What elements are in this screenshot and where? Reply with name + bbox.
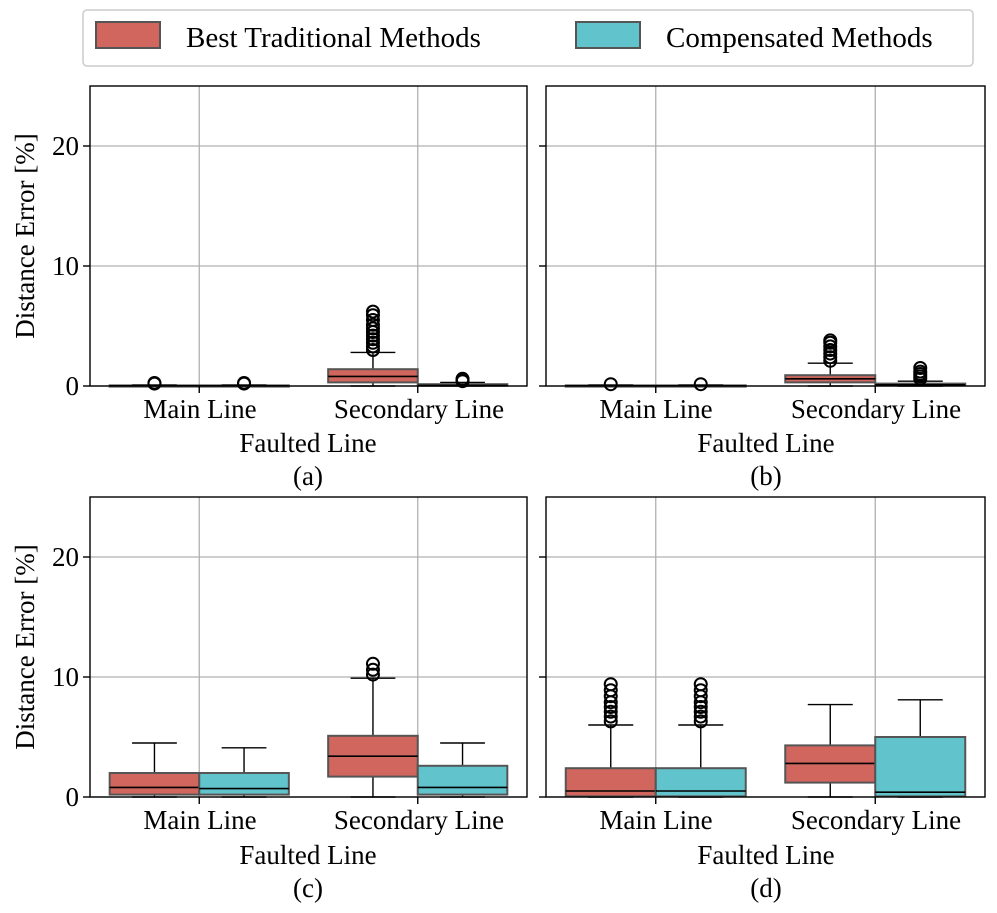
legend-swatch-traditional xyxy=(95,21,161,49)
flier-compensated xyxy=(455,371,470,386)
y-tick-label: 20 xyxy=(52,542,79,572)
flier-compensated xyxy=(693,709,708,724)
flier-compensated xyxy=(913,361,928,375)
flier-compensated xyxy=(693,704,708,719)
panel-c-xtick-secondary: Secondary Line xyxy=(334,805,504,835)
flier-compensated xyxy=(693,377,708,392)
plot-area xyxy=(90,497,527,798)
axes-frame xyxy=(545,85,986,387)
panel-c: Distance Error [%] Main Line Secondary L… xyxy=(10,496,528,903)
flier-traditional xyxy=(603,683,618,698)
flier-compensated xyxy=(693,677,708,692)
panel-a: Distance Error [%] Main Line Secondary L… xyxy=(10,85,528,491)
panel-a-caption: (a) xyxy=(293,461,323,491)
box-compensated xyxy=(654,767,747,798)
legend-label-compensated: Compensated Methods xyxy=(666,22,933,54)
panel-b-xtick-main: Main Line xyxy=(599,394,712,424)
flier-traditional xyxy=(603,704,618,719)
y-tick-label: 20 xyxy=(52,131,79,161)
flier-traditional xyxy=(603,377,618,392)
box-compensated xyxy=(874,736,967,798)
legend-swatch-compensated xyxy=(575,21,641,49)
panel-d: Main Line Secondary Line Faulted Line (d… xyxy=(539,496,986,903)
legend-label-traditional: Best Traditional Methods xyxy=(186,22,481,54)
flier-traditional xyxy=(365,317,380,332)
panel-c-xlabel: Faulted Line xyxy=(239,840,376,870)
flier-traditional xyxy=(365,313,380,327)
panel-d-xtick-secondary: Secondary Line xyxy=(791,805,961,835)
box-compensated xyxy=(198,772,290,796)
panel-d-xlabel: Faulted Line xyxy=(697,840,834,870)
panel-c-ylabel: Distance Error [%] xyxy=(10,544,40,749)
flier-traditional xyxy=(365,667,380,682)
flier-traditional xyxy=(823,333,838,348)
panel-d-xtick-main: Main Line xyxy=(599,805,712,835)
box-compensated xyxy=(416,764,509,796)
legend-frame xyxy=(82,9,974,67)
y-tick-label: 10 xyxy=(52,251,79,281)
flier-traditional xyxy=(603,700,618,714)
plot-area xyxy=(90,86,527,391)
flier-traditional xyxy=(365,662,380,677)
axes-frame xyxy=(545,496,986,798)
flier-compensated xyxy=(693,700,708,714)
panel-d-caption: (d) xyxy=(750,873,781,903)
flier-traditional xyxy=(603,714,618,729)
panel-a-ylabel: Distance Error [%] xyxy=(10,133,40,338)
panel-b: Main Line Secondary Line Faulted Line (b… xyxy=(539,85,986,491)
y-tick-label: 0 xyxy=(66,782,80,812)
flier-traditional xyxy=(365,304,380,319)
flier-traditional xyxy=(603,709,618,724)
flier-traditional xyxy=(147,376,162,390)
plot-area xyxy=(546,86,985,392)
flier-compensated xyxy=(693,714,708,729)
box-traditional xyxy=(564,767,657,798)
panel-b-xlabel: Faulted Line xyxy=(697,428,834,458)
flier-compensated xyxy=(693,683,708,698)
panel-a-xtick-secondary: Secondary Line xyxy=(334,394,504,424)
y-tick-label: 10 xyxy=(52,662,79,692)
plot-area xyxy=(546,497,985,798)
panel-a-xtick-main: Main Line xyxy=(143,394,256,424)
panel-c-xtick-main: Main Line xyxy=(143,805,256,835)
flier-traditional xyxy=(603,677,618,692)
box-traditional xyxy=(108,772,201,796)
panel-b-xtick-secondary: Secondary Line xyxy=(791,394,961,424)
panel-c-caption: (c) xyxy=(293,873,323,903)
panel-b-caption: (b) xyxy=(750,461,781,491)
panel-a-xlabel: Faulted Line xyxy=(239,428,376,458)
axes-frame xyxy=(89,85,528,387)
axes-frame xyxy=(89,496,528,798)
flier-compensated xyxy=(237,376,252,390)
legend: Best Traditional Methods Compensated Met… xyxy=(82,9,974,67)
flier-traditional xyxy=(365,656,380,671)
y-tick-label: 0 xyxy=(66,371,80,401)
